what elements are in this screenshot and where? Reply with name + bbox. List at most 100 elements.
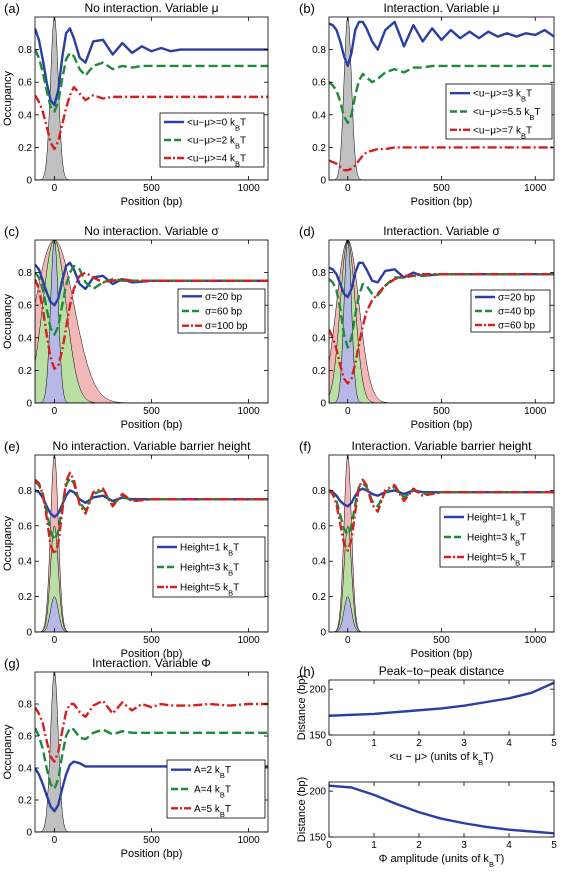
y-tick-label: 150 [309, 731, 326, 742]
legend: σ=20 bp σ=40 bp σ=60 bp [470, 289, 551, 333]
legend-label: Height=1 kBT [180, 543, 239, 558]
x-axis-label: Position (bp) [121, 419, 183, 431]
legend-label: A=4 kBT [194, 785, 231, 800]
legend-label: Height=5 kBT [180, 583, 239, 598]
x-axis-label: Φ amplitude (units of kBT) [379, 853, 505, 869]
y-tick-label: 0.4 [312, 557, 326, 568]
series-line-u-2-k-bt [35, 49, 268, 113]
chart-panel-h1: 0 1 2 3 4 5 150 200 Peak−to−peak distance <u − μ>… [296, 664, 557, 767]
y-tick-label: 0.2 [312, 143, 326, 154]
legend-label: <u−μ>=7 kBT [473, 125, 532, 140]
x-tick-label: 0 [326, 840, 332, 851]
plot-area [329, 17, 554, 180]
y-tick-label: 0.8 [312, 45, 326, 56]
chart-panel-f: 0 500 1000 0 0.2 0.4 0.6 0.8 Interaction. Variab… [299, 439, 555, 660]
x-tick-label: 0 [52, 183, 58, 194]
panel-label: (d) [299, 224, 315, 239]
legend-label: <u−μ>=2 kBT [187, 136, 246, 151]
chart-panel-b: 0 500 1000 0 0.2 0.4 0.6 0.8 Interaction. Variab… [299, 1, 555, 208]
x-tick-label: 1000 [237, 183, 260, 194]
chart-panel-c: 0 500 1000 0 0.2 0.4 0.6 0.8 No interaction. Var… [2, 224, 269, 431]
legend: A=2 kBT A=4 kBT A=5 kBT [166, 759, 266, 819]
y-tick-label: 0.6 [312, 301, 326, 312]
series-line-u-5-5-k-bt [329, 64, 554, 125]
x-tick-label: 0 [52, 635, 58, 646]
y-tick-label: 0.8 [18, 45, 32, 56]
y-axis-label: Occupancy [2, 293, 14, 349]
chart-title: Interaction. Variable barrier height [352, 439, 533, 453]
x-tick-label: 3 [461, 738, 467, 749]
x-tick-label: 500 [433, 635, 450, 646]
legend-label: <u−μ>=5.5 kBT [473, 107, 541, 122]
barrier-area-2 [35, 596, 268, 632]
legend-label: σ=100 bp [205, 321, 248, 332]
chart-title: No interaction. Variable barrier height [53, 439, 252, 453]
plot-area [35, 240, 268, 403]
axes-frame [328, 679, 555, 736]
series-line-height-3-k-bt [35, 476, 268, 542]
panel-label: (g) [4, 656, 20, 671]
y-tick-label: 0 [26, 399, 32, 410]
x-tick-label: 500 [433, 183, 450, 194]
y-axis-label: Occupancy [2, 515, 14, 571]
x-tick-label: 1000 [524, 635, 547, 646]
barrier-area-0 [329, 17, 554, 180]
legend-label: σ=20 bp [205, 292, 242, 303]
x-axis-label: Position (bp) [121, 196, 183, 208]
panel-label: (e) [4, 439, 20, 454]
y-tick-label: 0.8 [18, 486, 32, 497]
x-tick-label: 0 [345, 635, 351, 646]
panel-label: (f) [299, 439, 311, 454]
x-tick-label: 2 [416, 738, 422, 749]
legend-label: σ=60 bp [498, 321, 535, 332]
legend-label: σ=60 bp [205, 307, 242, 318]
x-tick-label: 1000 [524, 183, 547, 194]
y-tick-label: 0.6 [18, 521, 32, 532]
x-tick-label: 1000 [237, 635, 260, 646]
y-axis-label: Distance (bp) [296, 675, 308, 740]
y-tick-label: 200 [309, 787, 326, 798]
y-axis-label: Occupancy [2, 70, 14, 126]
y-tick-label: 0.6 [18, 78, 32, 89]
y-tick-label: 0.2 [18, 796, 32, 807]
series-line-a-4-k-bt [35, 726, 268, 790]
series-line-u-0-k-bt [35, 27, 268, 107]
y-tick-label: 0.8 [18, 268, 32, 279]
y-axis-label: Distance (bp) [296, 777, 308, 842]
series-line-u-4-k-bt [35, 85, 268, 151]
plot-area [329, 784, 554, 835]
panel-label: (b) [299, 1, 315, 16]
x-axis-label: Position (bp) [411, 196, 473, 208]
legend: σ=20 bp σ=60 bp σ=100 bp [177, 288, 266, 334]
chart-title: No interaction. Variable μ [84, 1, 218, 15]
y-tick-label: 0.6 [312, 78, 326, 89]
plot-area [329, 455, 554, 632]
y-tick-label: 0.2 [18, 592, 32, 603]
chart-title: Interaction. Variable σ [383, 224, 500, 238]
legend-label: <u−μ>=4 kBT [187, 154, 246, 169]
chart-panel-e: 0 500 1000 0 0.2 0.4 0.6 0.8 No interaction. Var… [2, 439, 269, 660]
series-line-u-3-k-bt [329, 20, 554, 68]
y-tick-label: 0 [320, 628, 326, 639]
plot-area [35, 455, 268, 632]
x-tick-label: 5 [551, 738, 557, 749]
series-line-height-1-k-bt [35, 489, 268, 519]
x-tick-label: 4 [506, 738, 512, 749]
legend-label: Height=5 kBT [467, 553, 526, 568]
x-tick-label: 0 [52, 406, 58, 417]
y-tick-label: 0.2 [312, 366, 326, 377]
series-line-height-5-k-bt [329, 478, 554, 552]
legend-label: Height=1 kBT [467, 513, 526, 528]
plot-area [329, 681, 554, 717]
barrier-area-0 [35, 672, 268, 832]
panel-label: (h) [299, 664, 315, 679]
legend-label: σ=40 bp [498, 307, 535, 318]
legend: Height=1 kBT Height=3 kBT Height=5 kBT [152, 536, 266, 598]
y-tick-label: 0.8 [312, 268, 326, 279]
y-tick-label: 0.4 [18, 764, 32, 775]
y-tick-label: 0.4 [18, 110, 32, 121]
barrier-area-0 [35, 17, 268, 180]
y-tick-label: 0.4 [312, 333, 326, 344]
y-tick-label: 0.2 [18, 366, 32, 377]
